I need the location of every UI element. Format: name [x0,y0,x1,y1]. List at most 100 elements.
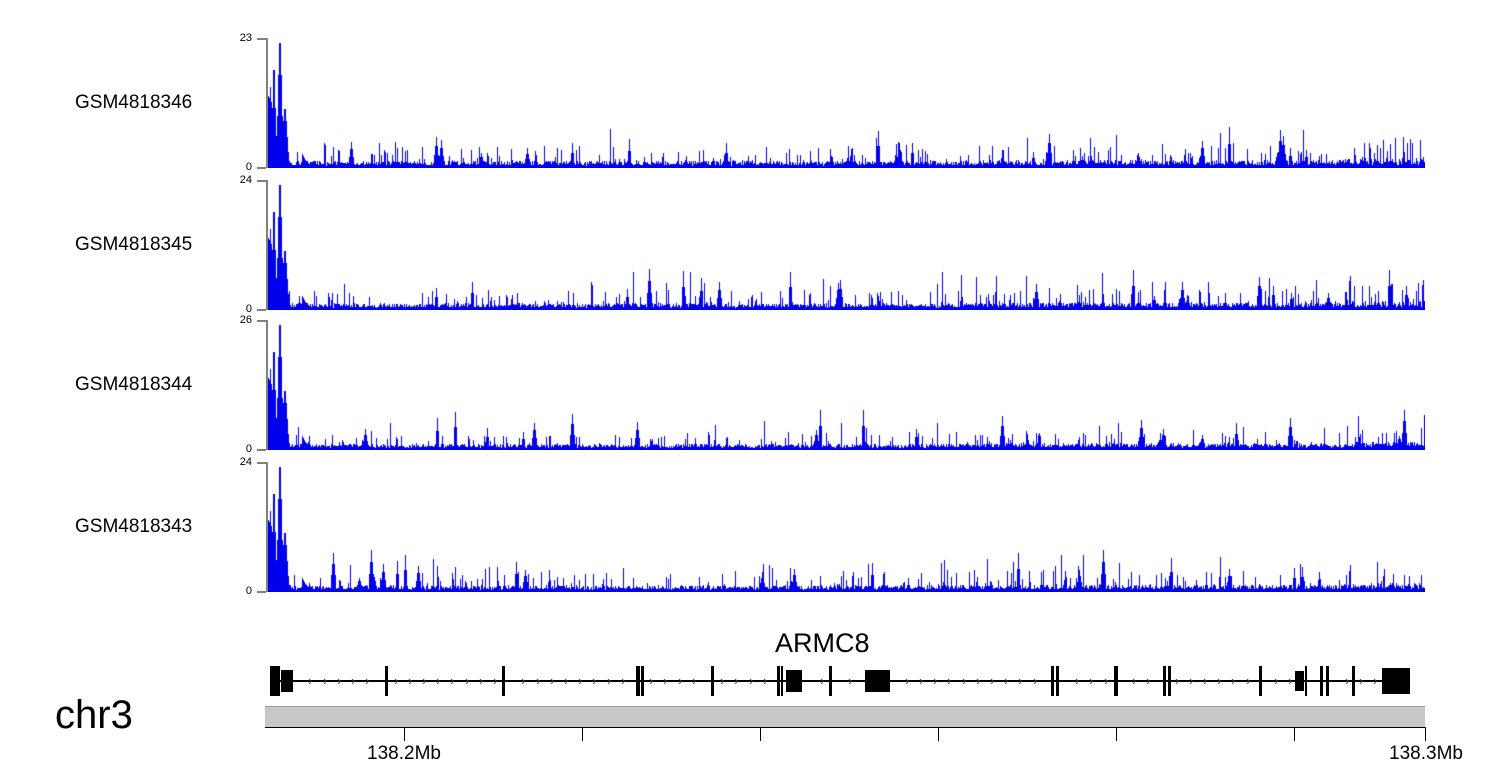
strand-arrow-icon: › [919,673,924,688]
strand-arrow-icon: › [990,673,995,688]
strand-arrow-icon: › [1359,673,1364,688]
gene-exon [641,666,644,696]
strand-arrow-icon: › [1288,673,1293,688]
gene-name-label: ARMC8 [775,628,870,658]
strand-arrow-icon: › [734,673,739,688]
chromosome-ideogram-bar[interactable] [265,706,1425,727]
ruler-tick-label: 138.2Mb [367,743,441,764]
signal-track[interactable]: GSM4818346 23 0 [0,0,1500,173]
gene-exon [1295,671,1304,691]
strand-arrow-icon: › [564,673,569,688]
strand-arrow-icon: › [450,673,455,688]
gene-backbone-line [270,680,1410,682]
gene-exon [1326,666,1329,696]
strand-arrow-icon: › [365,673,370,688]
strand-arrow-icon: › [536,673,541,688]
y-axis-max-label: 23 [239,32,252,44]
strand-arrow-icon: › [607,673,612,688]
strand-arrow-icon: › [1033,673,1038,688]
ruler-tick-label: 138.3Mb [1389,743,1463,764]
strand-arrow-icon: › [1373,673,1378,688]
strand-arrow-icon: › [337,673,342,688]
gene-exon [1114,666,1118,696]
y-axis-max-tick [257,180,266,182]
strand-arrow-icon: › [351,673,356,688]
track-sample-label: GSM4818346 [75,91,193,113]
strand-arrow-icon: › [1175,673,1180,688]
strand-arrow-icon: › [394,673,399,688]
gene-exon [270,666,277,696]
strand-arrow-icon: › [1146,673,1151,688]
y-axis-max-label: 24 [239,456,252,468]
y-axis-min-label: 0 [245,161,252,173]
strand-arrow-icon: › [848,673,853,688]
strand-arrow-icon: › [933,673,938,688]
coverage-plot[interactable] [268,38,1425,168]
y-axis-max-tick [257,38,266,40]
gene-exon [711,666,714,696]
strand-arrow-icon: › [1132,673,1137,688]
strand-arrow-icon: › [1217,673,1222,688]
strand-arrow-icon: › [1004,673,1009,688]
gene-exon [829,666,832,696]
strand-arrow-icon: › [905,673,910,688]
strand-arrow-icon: › [947,673,952,688]
y-axis-min-tick [257,309,266,311]
gene-exon [786,670,802,692]
y-axis-line [266,180,268,310]
coverage-plot[interactable] [268,180,1425,310]
y-axis-min-tick [257,591,266,593]
y-axis-min-label: 0 [245,443,252,455]
strand-arrow-icon: › [1018,673,1023,688]
gene-exon [1051,666,1054,696]
gene-exon [1259,666,1262,696]
strand-arrow-icon: › [1231,673,1236,688]
gene-exon [277,666,280,696]
track-sample-label: GSM4818344 [75,373,193,395]
gene-exon [281,670,293,692]
strand-arrow-icon: › [308,673,313,688]
strand-arrow-icon: › [976,673,981,688]
ruler-minor-tick [760,728,761,741]
ruler-minor-tick [938,728,939,741]
gene-exon [385,666,388,696]
gene-exon [1352,666,1355,696]
y-axis-max-label: 26 [239,314,252,326]
strand-arrow-icon: › [592,673,597,688]
strand-arrow-icon: › [678,673,683,688]
gene-exon [1382,668,1410,694]
strand-arrow-icon: › [1203,673,1208,688]
strand-arrow-icon: › [422,673,427,688]
ruler-minor-tick [1294,728,1295,741]
strand-arrow-icon: › [649,673,654,688]
y-axis-min-tick [257,167,266,169]
gene-exon [781,666,783,696]
y-axis-min-label: 0 [245,585,252,597]
chromosome-label: chr3 [55,693,133,737]
strand-arrow-icon: › [436,673,441,688]
ruler-minor-tick [1116,728,1117,741]
strand-arrow-icon: › [663,673,668,688]
strand-arrow-icon: › [1189,673,1194,688]
gene-exon [1163,666,1166,696]
gene-exon [502,666,505,696]
ruler-major-tick [1425,728,1426,741]
strand-arrow-icon: › [521,673,526,688]
y-axis-line [266,38,268,168]
y-axis-line [266,320,268,450]
strand-arrow-icon: › [550,673,555,688]
gene-annotation-track[interactable]: ARMC8 › › › › › › › › › › › › › › › › › › › › › › › › › › › › › › › › › ›… [0,625,1500,696]
signal-track[interactable]: GSM4818345 24 0 [0,142,1500,315]
coverage-plot[interactable] [268,462,1425,592]
track-sample-label: GSM4818345 [75,233,193,255]
coverage-plot[interactable] [268,320,1425,450]
signal-track[interactable]: GSM4818343 24 0 [0,424,1500,597]
strand-arrow-icon: › [479,673,484,688]
strand-arrow-icon: › [962,673,967,688]
y-axis-min-tick [257,449,266,451]
strand-arrow-icon: › [408,673,413,688]
gene-exon [1168,666,1171,696]
track-sample-label: GSM4818343 [75,515,193,537]
signal-track[interactable]: GSM4818344 26 0 [0,282,1500,455]
